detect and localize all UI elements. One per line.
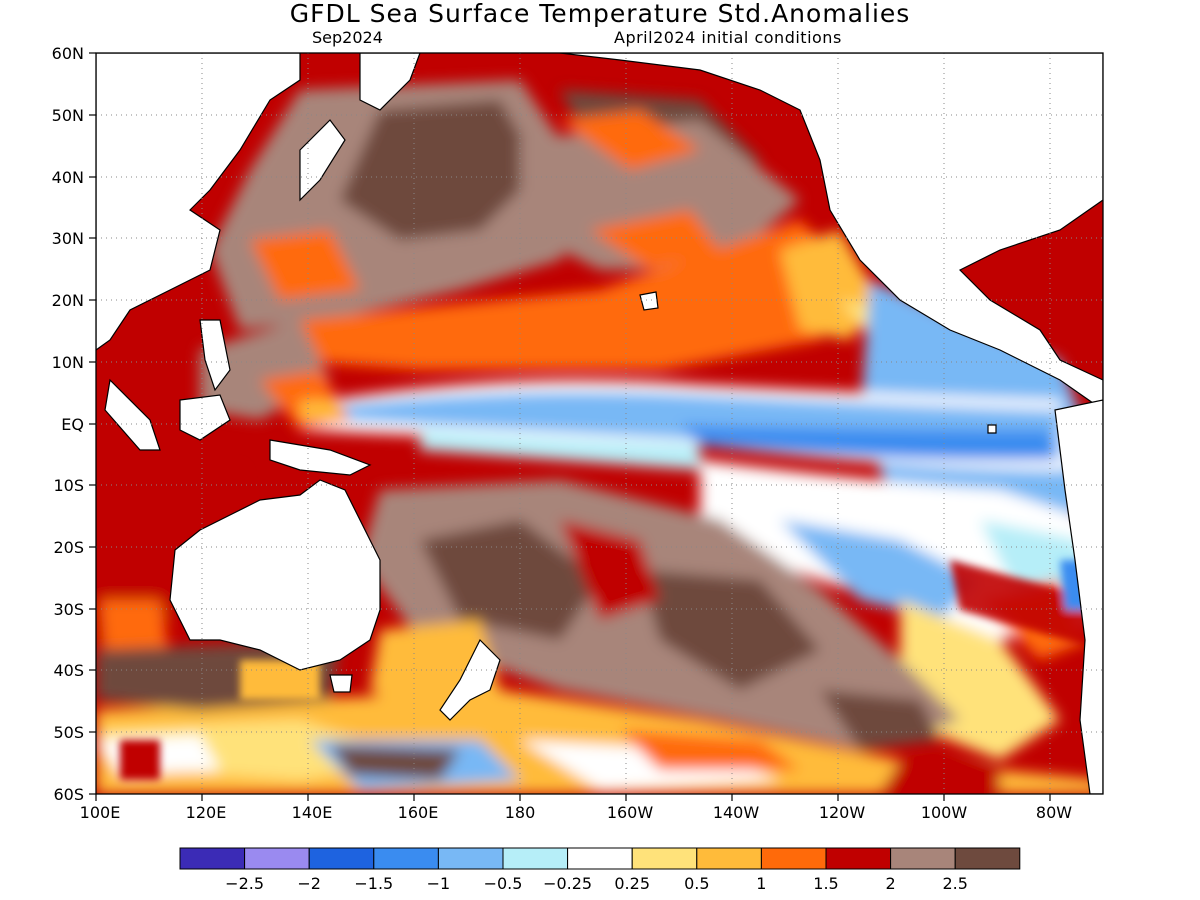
colorbar-label: −1.5 [354, 874, 393, 893]
new-zealand-island [439, 638, 501, 721]
colorbar-swatch [825, 847, 892, 870]
colorbar-label: −0.5 [484, 874, 523, 893]
lon-tick-label: 120W [819, 803, 866, 822]
kamchatka-landmass [359, 53, 421, 111]
colorbar-label: 1.5 [813, 874, 838, 893]
colorbar-label: 0.25 [614, 874, 650, 893]
colorbar-swatch [308, 847, 375, 870]
lat-tick-label: 40S [53, 661, 84, 680]
longitude-axis [95, 794, 1051, 801]
lat-tick-label: 60N [52, 44, 84, 63]
colorbar-swatch [954, 847, 1021, 870]
galapagos-island [987, 424, 997, 434]
colorbar-swatch [244, 847, 310, 870]
graticule [96, 53, 1103, 794]
japan-landmass [299, 119, 346, 202]
initial-conditions-label: April2024 initial conditions [614, 28, 842, 47]
australia-landmass [169, 479, 381, 671]
new-guinea-island [269, 439, 372, 476]
colorbar-swatch [373, 847, 439, 870]
lon-tick-label: 140W [713, 803, 760, 822]
colorbar: −2.5 −2 −1.5 −1 −0.5 −0.25 0.25 0.5 1 1.5 2 2.5 [179, 847, 1021, 893]
colorbar-swatch [179, 847, 246, 870]
colorbar-label: 2 [886, 874, 896, 893]
colorbar-swatch [567, 847, 633, 870]
lat-tick-label: 30S [53, 600, 84, 619]
lat-tick-label: 40N [52, 168, 84, 187]
lon-tick-label: 140E [292, 803, 333, 822]
lat-tick-label: 60S [53, 785, 84, 804]
lat-tick-label: 20N [52, 291, 84, 310]
lon-tick-label: 100W [921, 803, 968, 822]
colorbar-swatch [502, 847, 569, 870]
colorbar-swatch [437, 847, 504, 870]
colorbar-swatch [760, 847, 827, 870]
south-america-landmass [1054, 399, 1103, 794]
colorbar-label: 2.5 [942, 874, 967, 893]
colorbar-label: 0.5 [684, 874, 709, 893]
colorbar-label: −2 [297, 874, 321, 893]
lat-tick-label: 30N [52, 229, 84, 248]
colorbar-label: −1 [427, 874, 451, 893]
lat-tick-label: 10N [52, 353, 84, 372]
colorbar-label: −0.25 [543, 874, 592, 893]
chart-title: GFDL Sea Surface Temperature Std.Anomali… [289, 0, 911, 28]
lon-tick-label: 100E [80, 803, 121, 822]
lat-tick-label: EQ [61, 415, 84, 434]
lat-tick-label: 50N [52, 106, 84, 125]
colorbar-swatch [696, 847, 762, 870]
lat-tick-label: 10S [53, 476, 84, 495]
lat-tick-label: 20S [53, 538, 84, 557]
colorbar-label: −2.5 [225, 874, 264, 893]
asia-landmass [96, 53, 301, 351]
lon-tick-label: 80W [1036, 803, 1072, 822]
borneo-island [179, 394, 231, 441]
lat-tick-label: 50S [53, 723, 84, 742]
hawaii-island [639, 291, 659, 311]
north-america-landmass [559, 53, 1103, 411]
latitude-axis [89, 52, 96, 795]
lon-tick-label: 160W [607, 803, 654, 822]
philippines-islands [199, 319, 231, 392]
land-masses [96, 53, 1103, 794]
valid-month-label: Sep2024 [312, 28, 383, 47]
colorbar-swatch [890, 847, 956, 870]
lon-tick-label: 180 [505, 803, 536, 822]
lon-tick-label: 160E [398, 803, 439, 822]
sumatra-island [104, 378, 161, 451]
colorbar-swatch [631, 847, 698, 870]
tasmania-island [329, 674, 353, 693]
lon-tick-label: 120E [186, 803, 227, 822]
colorbar-label: 1 [756, 874, 766, 893]
